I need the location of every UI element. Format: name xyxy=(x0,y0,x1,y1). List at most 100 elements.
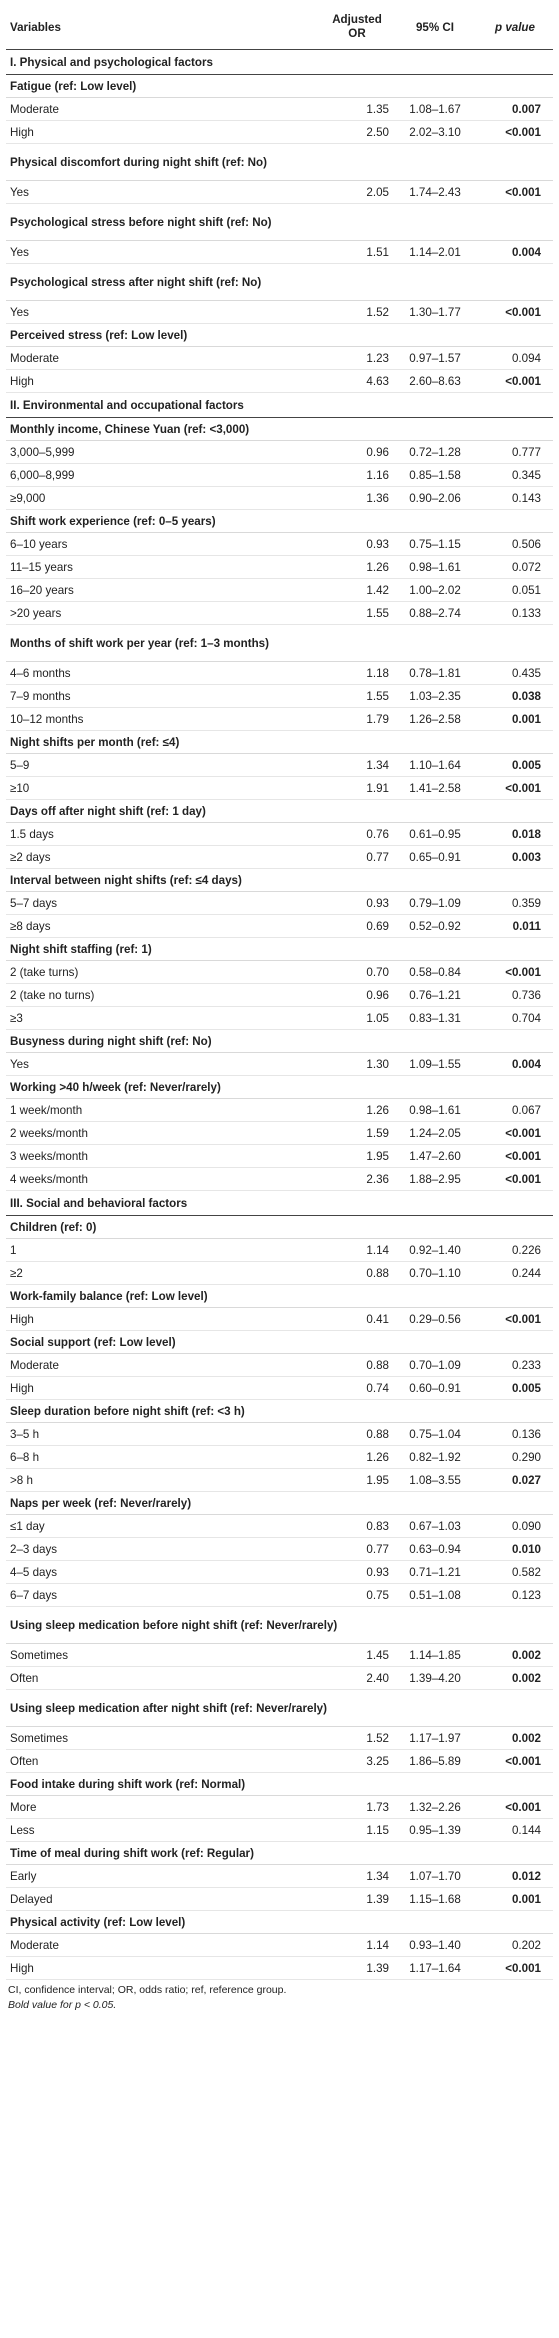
table-row: 2–3 days 0.77 0.63–0.94 0.010 xyxy=(6,1537,553,1561)
table-row: ≥2 days 0.77 0.65–0.91 0.003 xyxy=(6,845,553,869)
p-value: <0.001 xyxy=(477,369,553,393)
p-value: <0.001 xyxy=(477,776,553,800)
p-value: 0.359 xyxy=(477,891,553,915)
adjusted-or-value: 1.05 xyxy=(321,1006,393,1030)
table-row: 11–15 years 1.26 0.98–1.61 0.072 xyxy=(6,555,553,579)
ci-value: 1.08–3.55 xyxy=(393,1468,477,1492)
table-row: Moderate 1.35 1.08–1.67 0.007 xyxy=(6,97,553,121)
footnote-bold-note: Bold value for p < 0.05. xyxy=(8,1998,553,2013)
level-label: >8 h xyxy=(6,1468,321,1492)
adjusted-or-value: 0.88 xyxy=(321,1261,393,1285)
group-row: Fatigue (ref: Low level) xyxy=(6,74,553,98)
adjusted-or-value: 1.55 xyxy=(321,684,393,708)
p-value: 0.072 xyxy=(477,555,553,579)
table-row: >8 h 1.95 1.08–3.55 0.027 xyxy=(6,1468,553,1492)
level-label: ≤1 day xyxy=(6,1514,321,1538)
level-label: ≥8 days xyxy=(6,914,321,938)
table-row: 1 week/month 1.26 0.98–1.61 0.067 xyxy=(6,1098,553,1122)
p-value: 0.004 xyxy=(477,1052,553,1076)
ci-value: 1.86–5.89 xyxy=(393,1749,477,1773)
table-row: Yes 1.52 1.30–1.77 <0.001 xyxy=(6,300,553,324)
table-row: 1.5 days 0.76 0.61–0.95 0.018 xyxy=(6,822,553,846)
adjusted-or-value: 1.23 xyxy=(321,346,393,370)
header-row: Variables Adjusted OR 95% CI p value xyxy=(6,5,553,50)
ci-value: 1.26–2.58 xyxy=(393,707,477,731)
ci-value: 1.24–2.05 xyxy=(393,1121,477,1145)
ci-value: 0.29–0.56 xyxy=(393,1307,477,1331)
table-row: 5–9 1.34 1.10–1.64 0.005 xyxy=(6,753,553,777)
p-value: <0.001 xyxy=(477,1749,553,1773)
table-row: Less 1.15 0.95–1.39 0.144 xyxy=(6,1818,553,1842)
group-label: Working >40 h/week (ref: Never/rarely) xyxy=(6,1075,553,1099)
section-row: I. Physical and psychological factors xyxy=(6,49,553,75)
ci-value: 0.58–0.84 xyxy=(393,960,477,984)
group-label: Physical discomfort during night shift (… xyxy=(6,143,553,181)
p-value: <0.001 xyxy=(477,1144,553,1168)
p-value: <0.001 xyxy=(477,120,553,144)
table-row: ≥2 0.88 0.70–1.10 0.244 xyxy=(6,1261,553,1285)
table-row: High 0.41 0.29–0.56 <0.001 xyxy=(6,1307,553,1331)
adjusted-or-value: 0.88 xyxy=(321,1353,393,1377)
p-value: 0.290 xyxy=(477,1445,553,1469)
group-label: Psychological stress after night shift (… xyxy=(6,263,553,301)
group-row: Night shift staffing (ref: 1) xyxy=(6,937,553,961)
header-p-value-text: p value xyxy=(495,20,535,34)
group-row: Psychological stress before night shift … xyxy=(6,203,553,241)
ci-value: 0.97–1.57 xyxy=(393,346,477,370)
table-row: Sometimes 1.45 1.14–1.85 0.002 xyxy=(6,1643,553,1667)
table-row: ≥3 1.05 0.83–1.31 0.704 xyxy=(6,1006,553,1030)
group-label: Food intake during shift work (ref: Norm… xyxy=(6,1772,553,1796)
p-value: 0.051 xyxy=(477,578,553,602)
level-label: ≥3 xyxy=(6,1006,321,1030)
ci-value: 1.03–2.35 xyxy=(393,684,477,708)
table-row: 10–12 months 1.79 1.26–2.58 0.001 xyxy=(6,707,553,731)
p-value: <0.001 xyxy=(477,1307,553,1331)
p-value: 0.094 xyxy=(477,346,553,370)
table-row: ≥9,000 1.36 0.90–2.06 0.143 xyxy=(6,486,553,510)
table-row: Moderate 0.88 0.70–1.09 0.233 xyxy=(6,1353,553,1377)
group-row: Using sleep medication after night shift… xyxy=(6,1689,553,1727)
group-row: Psychological stress after night shift (… xyxy=(6,263,553,301)
ci-value: 1.15–1.68 xyxy=(393,1887,477,1911)
ci-value: 1.08–1.67 xyxy=(393,97,477,121)
header-p-value: p value xyxy=(477,5,553,50)
table-row: High 4.63 2.60–8.63 <0.001 xyxy=(6,369,553,393)
group-row: Physical activity (ref: Low level) xyxy=(6,1910,553,1934)
p-value: 0.143 xyxy=(477,486,553,510)
level-label: ≥2 xyxy=(6,1261,321,1285)
p-value: 0.005 xyxy=(477,1376,553,1400)
table-row: 6–7 days 0.75 0.51–1.08 0.123 xyxy=(6,1583,553,1607)
p-value: 0.010 xyxy=(477,1537,553,1561)
level-label: 6–10 years xyxy=(6,532,321,556)
adjusted-or-value: 0.77 xyxy=(321,1537,393,1561)
ci-value: 1.30–1.77 xyxy=(393,300,477,324)
group-label: Interval between night shifts (ref: ≤4 d… xyxy=(6,868,553,892)
p-value: 0.123 xyxy=(477,1583,553,1607)
ci-value: 0.82–1.92 xyxy=(393,1445,477,1469)
p-value: 0.002 xyxy=(477,1666,553,1690)
level-label: 4 weeks/month xyxy=(6,1167,321,1191)
table-row: ≤1 day 0.83 0.67–1.03 0.090 xyxy=(6,1514,553,1538)
level-label: 11–15 years xyxy=(6,555,321,579)
adjusted-or-value: 2.36 xyxy=(321,1167,393,1191)
p-value: 0.704 xyxy=(477,1006,553,1030)
level-label: 7–9 months xyxy=(6,684,321,708)
adjusted-or-value: 1.45 xyxy=(321,1643,393,1667)
level-label: 3,000–5,999 xyxy=(6,440,321,464)
table-row: 4–5 days 0.93 0.71–1.21 0.582 xyxy=(6,1560,553,1584)
group-label: Psychological stress before night shift … xyxy=(6,203,553,241)
table-row: 1 1.14 0.92–1.40 0.226 xyxy=(6,1238,553,1262)
adjusted-or-value: 1.95 xyxy=(321,1468,393,1492)
p-value: 0.011 xyxy=(477,914,553,938)
table-row: ≥10 1.91 1.41–2.58 <0.001 xyxy=(6,776,553,800)
table-row: 2 weeks/month 1.59 1.24–2.05 <0.001 xyxy=(6,1121,553,1145)
level-label: 6–7 days xyxy=(6,1583,321,1607)
ci-value: 0.79–1.09 xyxy=(393,891,477,915)
p-value: 0.038 xyxy=(477,684,553,708)
ci-value: 1.88–2.95 xyxy=(393,1167,477,1191)
level-label: High xyxy=(6,369,321,393)
ci-value: 1.32–2.26 xyxy=(393,1795,477,1819)
table-row: 2 (take turns) 0.70 0.58–0.84 <0.001 xyxy=(6,960,553,984)
level-label: 4–6 months xyxy=(6,661,321,685)
ci-value: 1.41–2.58 xyxy=(393,776,477,800)
